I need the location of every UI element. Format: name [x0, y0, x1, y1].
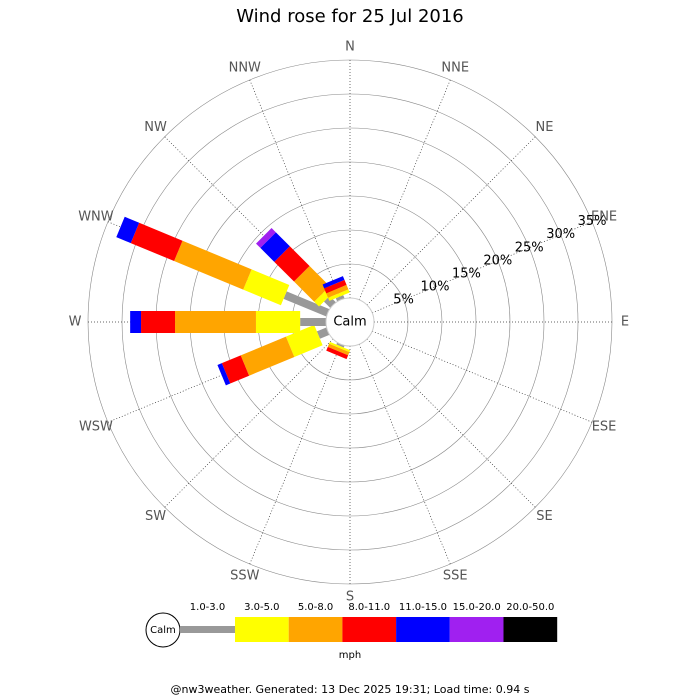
- direction-label: SSW: [230, 569, 260, 584]
- spoke: [164, 338, 334, 508]
- legend-swatch: [288, 617, 343, 642]
- direction-label: SSE: [443, 569, 468, 584]
- wind-bar: [328, 289, 350, 301]
- wind-bar: [326, 284, 349, 298]
- r-tick-label: 5%: [393, 292, 414, 307]
- wind-bar: [175, 311, 256, 333]
- wind-bar: [293, 265, 330, 302]
- legend-label: 5.0-8.0: [298, 602, 333, 613]
- r-tick-label: 25%: [515, 240, 544, 255]
- r-tick-label: 15%: [452, 266, 481, 281]
- direction-label: S: [346, 590, 354, 605]
- direction-label: ENE: [591, 209, 617, 224]
- legend-swatch: [235, 617, 289, 642]
- wind-bar: [326, 346, 349, 360]
- legend-label: 1.0-3.0: [190, 602, 225, 613]
- unit-label: mph: [339, 650, 361, 661]
- wind-bar: [260, 232, 290, 262]
- spoke: [372, 221, 593, 314]
- r-tick-label: 35%: [578, 214, 607, 229]
- wind-bar: [274, 246, 310, 282]
- r-tick-label: 20%: [483, 253, 512, 268]
- wind-bar: [329, 341, 351, 353]
- r-tick-label: 10%: [421, 279, 450, 294]
- wind-bar: [130, 222, 183, 262]
- footer: @nw3weather. Generated: 13 Dec 2025 19:3…: [171, 683, 530, 696]
- wind-bar: [316, 327, 330, 339]
- wind-bar: [335, 295, 345, 302]
- wind-bar: [255, 311, 301, 333]
- wind-bar: [217, 363, 231, 386]
- legend-calm-label: Calm: [150, 625, 176, 636]
- wind-bar: [300, 318, 326, 326]
- legend-label: 15.0-20.0: [453, 602, 501, 613]
- direction-label: ESE: [592, 420, 617, 435]
- direction-label: SE: [536, 509, 552, 524]
- wind-bar: [336, 342, 345, 348]
- wind-bar: [130, 311, 142, 333]
- wind-bar: [283, 291, 330, 317]
- direction-label: W: [69, 315, 82, 330]
- spoke: [372, 330, 593, 423]
- direction-label: SW: [145, 509, 166, 524]
- direction-label: WNW: [78, 209, 114, 224]
- chart-title: Wind rose for 25 Jul 2016: [236, 6, 464, 27]
- legend-swatch: [449, 617, 504, 642]
- wind-bar: [221, 355, 250, 384]
- direction-label: NW: [144, 120, 167, 135]
- r-tick-label: 30%: [546, 227, 575, 242]
- wind-bar: [324, 279, 347, 294]
- wind-bar: [240, 336, 295, 376]
- legend-label: 11.0-15.0: [399, 602, 447, 613]
- legend-swatch: [342, 617, 397, 642]
- spoke: [366, 136, 536, 306]
- calm-circle: [325, 297, 375, 347]
- direction-label: NNW: [229, 60, 261, 75]
- legend-label: 8.0-11.0: [348, 602, 390, 613]
- legend-swatch: [396, 617, 450, 642]
- spoke: [358, 79, 451, 300]
- wind-bar: [256, 228, 276, 248]
- legend-swatch: [503, 617, 558, 642]
- wind-bar: [141, 311, 176, 333]
- wind-bar: [116, 216, 140, 244]
- direction-label: N: [345, 40, 355, 55]
- wind-bar: [174, 240, 252, 290]
- legend-label: 20.0-50.0: [506, 602, 554, 613]
- direction-label: E: [621, 315, 629, 330]
- direction-label: NNE: [441, 60, 469, 75]
- legend-swatch: [180, 626, 235, 633]
- direction-label: WSW: [79, 420, 113, 435]
- spoke: [366, 338, 536, 508]
- spoke: [249, 344, 342, 565]
- spoke: [358, 344, 451, 565]
- calm-label: Calm: [333, 315, 366, 330]
- spoke: [249, 79, 342, 300]
- legend-label: 3.0-5.0: [244, 602, 279, 613]
- wind-bar: [243, 269, 290, 306]
- wind-bar: [327, 343, 350, 356]
- wind-bar: [322, 276, 345, 289]
- direction-label: NE: [535, 120, 553, 135]
